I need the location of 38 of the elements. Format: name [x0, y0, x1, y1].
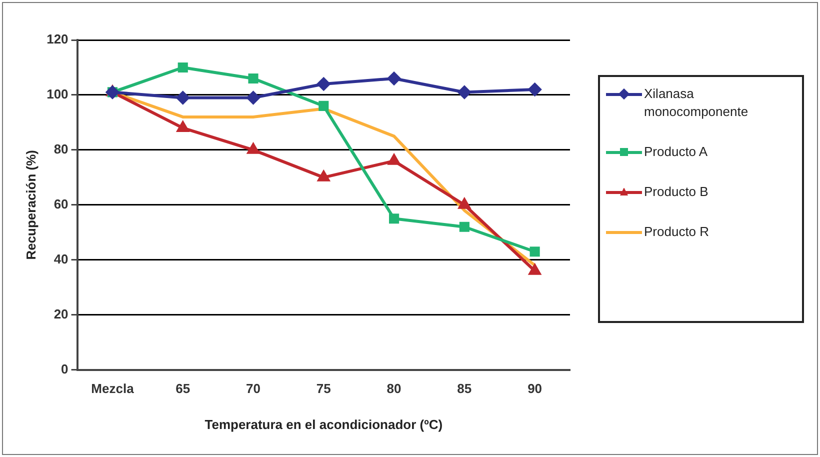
point	[459, 222, 470, 232]
point	[248, 73, 258, 84]
y-tick-label: 0	[61, 361, 68, 376]
y-tick-label: 60	[54, 196, 68, 212]
y-tick-label: 120	[46, 32, 68, 47]
point	[178, 62, 188, 73]
x-tick-label: 75	[316, 381, 331, 396]
point	[247, 143, 260, 154]
x-tick-label: 90	[528, 381, 542, 396]
y-tick-label: 80	[54, 142, 68, 157]
y-tick-label: 20	[54, 306, 68, 322]
point	[176, 91, 190, 104]
point	[318, 100, 329, 111]
x-axis-title: Temperatura en el acondicionador (ºC)	[204, 416, 443, 432]
x-tick-label: 70	[246, 381, 260, 396]
point	[530, 246, 540, 257]
point	[177, 121, 189, 132]
point	[246, 91, 260, 104]
point	[458, 198, 470, 209]
point	[388, 154, 400, 165]
legend-label: Producto B	[644, 183, 708, 201]
legend-label: Producto R	[644, 223, 710, 241]
x-tick-label: 80	[386, 381, 402, 396]
point	[528, 82, 542, 96]
y-tick-label: 40	[54, 251, 68, 266]
legend-label: Xilanasa monocomponente	[644, 85, 750, 121]
x-tick-label: 65	[176, 381, 190, 396]
x-tick-label: 85	[457, 381, 472, 396]
y-tick-label: 100	[46, 86, 68, 102]
point	[528, 264, 541, 275]
x-tick-label: Mezcla	[91, 381, 135, 396]
legend-label: Producto A	[644, 143, 708, 161]
point	[318, 170, 330, 182]
point	[388, 72, 401, 85]
point	[458, 86, 471, 99]
point	[317, 77, 330, 90]
point	[388, 214, 400, 224]
y-axis-title: Recuperación (%)	[23, 150, 38, 260]
